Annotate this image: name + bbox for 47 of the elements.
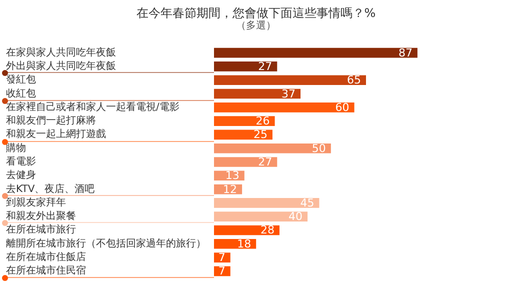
- y-tick-label: 和親友們一起打麻將: [6, 114, 96, 127]
- y-tick-label: 在所在城市旅行: [6, 224, 76, 236]
- y-tick-label: 在家裡自己或者和家人一起看電視/電影: [6, 100, 180, 113]
- data-label: 45: [300, 196, 314, 210]
- data-label: 87: [398, 46, 412, 60]
- data-label: 25: [253, 128, 268, 142]
- bar: [214, 116, 275, 126]
- data-label: 27: [258, 156, 272, 168]
- y-tick-label: 離開所在城市旅行（不包括回家過年的旅行）: [6, 237, 206, 250]
- bar: [214, 212, 308, 222]
- data-label: 65: [347, 74, 361, 87]
- y-tick-label: 外出與家人共同吃年夜飯: [6, 60, 116, 72]
- bar: [214, 252, 230, 262]
- chart-title: 在今年春節期間，您會做下面這些事情嗎？%: [136, 6, 376, 20]
- data-label: 7: [218, 264, 226, 278]
- y-tick-label: 收紅包: [6, 87, 36, 100]
- data-label: 40: [288, 210, 303, 224]
- y-tick-label: 在家與家人共同吃年夜飯: [6, 46, 116, 58]
- data-label: 27: [258, 60, 272, 73]
- y-tick-label: 到親友家拜年: [6, 196, 66, 208]
- y-tick-label: 在所在城市住民宿: [6, 264, 86, 277]
- data-label: 7: [218, 251, 226, 264]
- bar: [214, 48, 418, 58]
- data-label: 13: [225, 169, 240, 182]
- bar: [214, 157, 278, 167]
- y-tick-label: 在所在城市住飯店: [6, 251, 86, 264]
- y-tick-label: 看電影: [6, 156, 36, 168]
- y-tick-label: 和親友一起上網打遊戲: [6, 128, 106, 140]
- y-tick-label: 去KTV、夜店、酒吧: [6, 182, 95, 195]
- bar: [214, 143, 331, 154]
- data-label: 60: [335, 100, 350, 114]
- y-tick-label: 去健身: [6, 169, 36, 182]
- bar: [214, 62, 278, 72]
- bar: [214, 102, 354, 112]
- bar: [214, 198, 320, 208]
- data-label: 50: [312, 142, 326, 155]
- chart-subtitle: （多選）: [236, 20, 276, 32]
- data-label: 37: [282, 87, 296, 100]
- y-tick-label: 購物: [6, 142, 26, 154]
- bar: [214, 88, 301, 99]
- y-tick-label: 發紅包: [6, 74, 36, 86]
- data-label: 12: [223, 182, 238, 196]
- bar: [214, 75, 366, 86]
- data-label: 18: [237, 237, 252, 250]
- y-tick-label: 和親友外出聚餐: [6, 210, 76, 222]
- data-label: 26: [256, 114, 270, 128]
- data-label: 28: [260, 224, 274, 237]
